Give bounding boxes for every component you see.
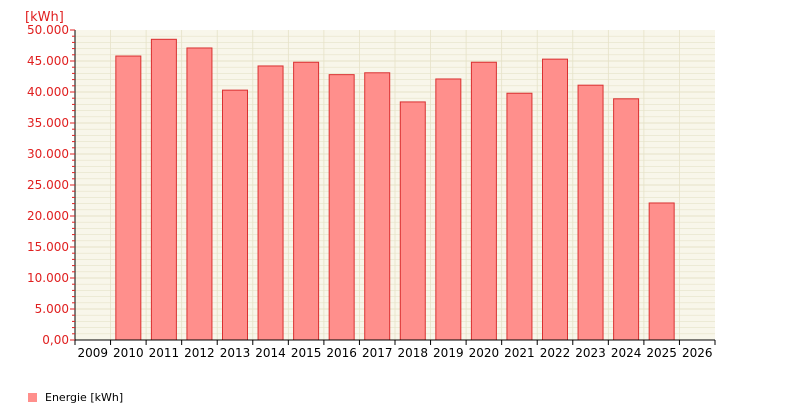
x-tick-label: 2022	[540, 346, 571, 360]
y-tick-label: 50.000	[27, 23, 69, 37]
bar-2014	[257, 65, 284, 341]
bar-2021	[506, 92, 533, 341]
x-tick-label: 2021	[504, 346, 535, 360]
x-tick-label: 2011	[149, 346, 180, 360]
x-tick-label: 2023	[575, 346, 606, 360]
y-tick-label: 35.000	[27, 116, 69, 130]
x-tick-label: 2015	[291, 346, 322, 360]
x-tick-label: 2026	[682, 346, 713, 360]
bar-2023	[577, 84, 604, 341]
x-tick-label: 2010	[113, 346, 144, 360]
bar-2015	[293, 61, 320, 341]
bar-2018	[399, 101, 426, 341]
x-tick-label: 2025	[646, 346, 677, 360]
x-tick-label: 2020	[469, 346, 500, 360]
y-axis-label: [kWh]	[25, 10, 64, 25]
x-tick-label: 2013	[220, 346, 251, 360]
y-tick-label: 5.000	[35, 302, 69, 316]
y-tick-label: 15.000	[27, 240, 69, 254]
x-tick-label: 2017	[362, 346, 393, 360]
x-tick-label: 2009	[78, 346, 109, 360]
x-tick-label: 2018	[398, 346, 429, 360]
bar-2013	[222, 89, 248, 341]
bar-2020	[470, 61, 497, 341]
bar-2017	[364, 72, 391, 341]
x-tick-label: 2019	[433, 346, 464, 360]
legend: Energie [kWh]	[28, 391, 123, 404]
bar-2011	[150, 38, 177, 341]
bar-2019	[435, 78, 462, 341]
legend-swatch	[28, 393, 37, 402]
bar-2012	[186, 47, 213, 341]
y-tick-label: 0,00	[42, 333, 69, 347]
x-tick-label: 2012	[184, 346, 215, 360]
y-tick-label: 20.000	[27, 209, 69, 223]
bar-2010	[115, 55, 142, 341]
bar-2022	[542, 58, 568, 341]
y-tick-label: 30.000	[27, 147, 69, 161]
y-tick-label: 25.000	[27, 178, 69, 192]
x-tick-label: 2016	[326, 346, 357, 360]
x-tick-label: 2014	[255, 346, 286, 360]
bar-2025	[648, 202, 675, 341]
plot-area: 0,00 5.000 10.000 15.000 20.000 25.000 30.000 3…	[27, 23, 716, 360]
y-tick-label: 40.000	[27, 85, 69, 99]
y-tick-label: 10.000	[27, 271, 69, 285]
bar-2016	[328, 74, 355, 341]
y-tick-label: 45.000	[27, 54, 69, 68]
legend-label: Energie [kWh]	[45, 391, 124, 404]
bar-2024	[613, 98, 640, 341]
x-tick-label: 2024	[611, 346, 642, 360]
